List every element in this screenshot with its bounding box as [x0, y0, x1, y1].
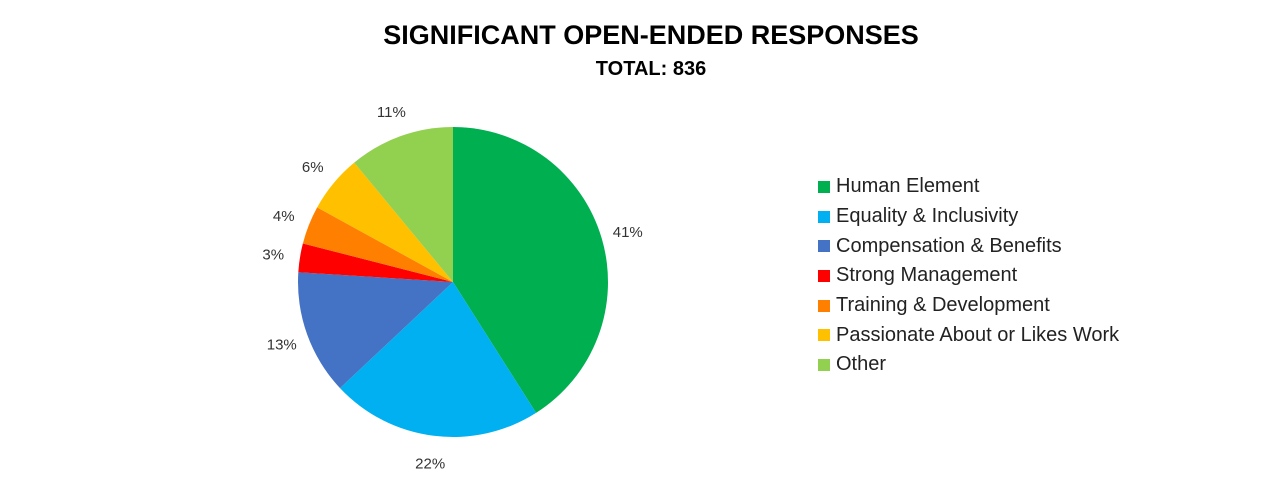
pie-slice-3 [298, 243, 453, 282]
data-label-1: 22% [415, 456, 445, 473]
legend-item: Equality & Inclusivity [818, 202, 1119, 232]
data-label-5: 6% [302, 159, 324, 176]
data-label-4: 4% [273, 208, 295, 225]
pie-slice-2 [298, 272, 453, 389]
legend-item: Training & Development [818, 291, 1119, 321]
legend-swatch [818, 180, 830, 193]
pie-slice-1 [340, 282, 537, 437]
data-label-2: 13% [267, 337, 297, 354]
data-label-6: 11% [377, 104, 406, 121]
legend-swatch [818, 269, 830, 282]
pie-slice-4 [302, 207, 453, 282]
data-label-0: 41% [613, 224, 643, 241]
legend-label: Other [836, 353, 887, 376]
legend-label: Passionate About or Likes Work [836, 323, 1120, 346]
legend: Human Element Equality & Inclusivity Compe… [818, 172, 1119, 380]
pie-slice-6 [354, 127, 453, 282]
legend-label: Strong Management [836, 264, 1018, 287]
chart-title: SIGNIFICANT OPEN-ENDED RESPONSES [383, 20, 919, 50]
legend-swatch [818, 358, 830, 371]
legend-label: Equality & Inclusivity [836, 205, 1019, 228]
legend-label: Training & Development [836, 294, 1050, 317]
legend-item: Strong Management [818, 261, 1119, 291]
legend-item: Other [818, 350, 1119, 380]
legend-item: Human Element [818, 172, 1119, 202]
pie-slice-5 [317, 162, 453, 282]
legend-swatch [818, 329, 830, 342]
chart-subtitle: TOTAL: 836 [595, 58, 707, 80]
data-label-3: 3% [262, 247, 284, 264]
legend-swatch [818, 240, 830, 253]
legend-item: Compensation & Benefits [818, 231, 1119, 261]
pie-slice-0 [453, 127, 608, 413]
legend-swatch [818, 299, 830, 312]
legend-item: Passionate About or Likes Work [818, 320, 1119, 350]
legend-label: Human Element [836, 175, 980, 198]
legend-label: Compensation & Benefits [836, 234, 1062, 257]
legend-swatch [818, 210, 830, 223]
